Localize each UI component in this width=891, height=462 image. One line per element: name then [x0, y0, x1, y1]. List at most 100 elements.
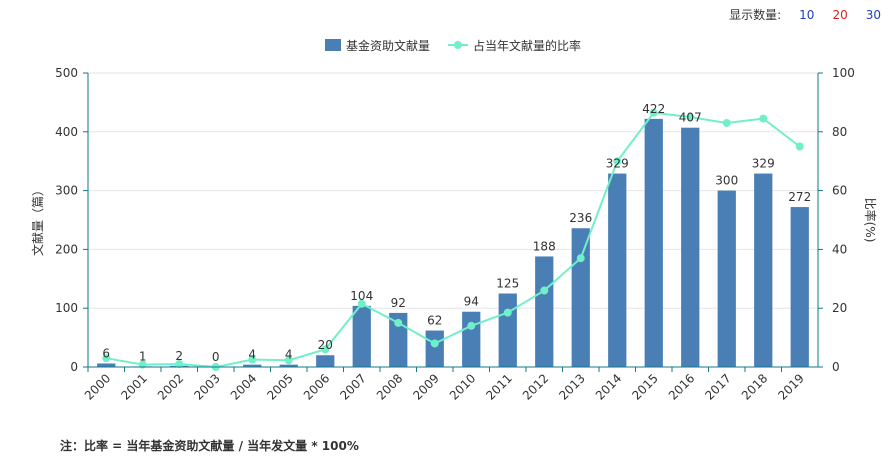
ratio-point-2012[interactable] — [540, 286, 549, 295]
bar-value-label: 4 — [285, 348, 293, 362]
y-tick-label: 0 — [70, 360, 78, 374]
ratio-point-2017[interactable] — [722, 118, 731, 127]
ratio-point-2011[interactable] — [503, 308, 512, 317]
y2-tick-label: 40 — [832, 242, 847, 256]
x-tick-label: 2004 — [228, 371, 259, 402]
y-tick-label: 300 — [55, 184, 78, 198]
x-tick-label: 2007 — [337, 371, 368, 402]
y2-axis-title: 比率(%) — [863, 198, 878, 243]
bar-value-label: 94 — [464, 295, 479, 309]
x-tick-label: 2003 — [191, 371, 222, 402]
ratio-point-2009[interactable] — [430, 339, 439, 348]
ratio-point-2015[interactable] — [649, 108, 658, 117]
x-tick-label: 2008 — [374, 371, 405, 402]
ratio-point-2002[interactable] — [175, 360, 184, 369]
legend-bar-label[interactable]: 基金资助文献量 — [346, 38, 430, 53]
x-tick-label: 2012 — [520, 371, 551, 402]
bar-value-label: 20 — [318, 338, 333, 352]
x-tick-label: 2005 — [264, 371, 295, 402]
y-tick-label: 400 — [55, 125, 78, 139]
bar-value-label: 329 — [606, 157, 629, 171]
y-axis-title: 文献量（篇） — [30, 184, 45, 256]
y2-tick-label: 100 — [832, 66, 855, 80]
y-tick-label: 200 — [55, 242, 78, 256]
ratio-point-2008[interactable] — [394, 318, 403, 327]
bar-value-label: 1 — [139, 349, 147, 363]
legend-line-dot — [454, 41, 462, 49]
x-tick-label: 2015 — [629, 371, 660, 402]
ratio-point-2019[interactable] — [795, 142, 804, 151]
bar-2004[interactable] — [243, 364, 262, 367]
ratio-point-2014[interactable] — [613, 157, 622, 166]
x-tick-label: 2019 — [775, 371, 806, 402]
bar-value-label: 272 — [788, 190, 811, 204]
ratio-point-2005[interactable] — [284, 356, 293, 365]
x-tick-label: 2011 — [483, 371, 514, 402]
bar-2012[interactable] — [535, 256, 554, 367]
x-tick-label: 2014 — [593, 371, 624, 402]
y2-tick-label: 80 — [832, 125, 847, 139]
x-tick-label: 2017 — [702, 371, 733, 402]
footnote: 注：比率 = 当年基金资助文献量 / 当年发文量 * 100% — [60, 439, 359, 453]
x-tick-label: 2016 — [666, 371, 697, 402]
bar-value-label: 6 — [102, 346, 110, 360]
bar-value-label: 125 — [496, 277, 519, 291]
bar-2016[interactable] — [681, 127, 700, 368]
display-count-option-10[interactable]: 10 — [799, 7, 815, 22]
legend-bar-swatch[interactable] — [325, 39, 341, 51]
bar-2019[interactable] — [790, 207, 809, 367]
ratio-point-2004[interactable] — [248, 355, 257, 364]
ratio-point-2010[interactable] — [467, 321, 476, 330]
bar-value-label: 300 — [715, 174, 738, 188]
bar-2000[interactable] — [97, 363, 116, 367]
ratio-point-2007[interactable] — [357, 299, 366, 308]
bar-2011[interactable] — [498, 293, 517, 368]
bar-2017[interactable] — [717, 190, 736, 367]
bar-2018[interactable] — [754, 173, 773, 367]
bar-value-label: 104 — [350, 289, 373, 303]
bar-2007[interactable] — [352, 305, 371, 367]
bar-2014[interactable] — [608, 173, 627, 367]
ratio-point-2016[interactable] — [686, 113, 695, 122]
x-tick-label: 2009 — [410, 371, 441, 402]
bar-value-label: 2 — [175, 349, 183, 363]
bar-value-label: 236 — [569, 211, 592, 225]
y2-tick-label: 60 — [832, 184, 847, 198]
bar-value-label: 407 — [679, 111, 702, 125]
ratio-point-2000[interactable] — [102, 354, 111, 363]
display-count-option-30[interactable]: 30 — [865, 7, 881, 22]
bar-2013[interactable] — [571, 228, 590, 367]
bar-value-label: 422 — [642, 102, 665, 116]
x-tick-label: 2001 — [118, 371, 149, 402]
x-tick-label: 2000 — [82, 371, 113, 402]
bar-2005[interactable] — [279, 364, 298, 367]
x-tick-label: 2018 — [739, 371, 770, 402]
ratio-point-2018[interactable] — [759, 114, 768, 123]
ratio-point-2013[interactable] — [576, 254, 585, 263]
x-tick-label: 2010 — [447, 371, 478, 402]
bar-2009[interactable] — [425, 330, 444, 367]
bar-value-label: 329 — [752, 157, 775, 171]
y-tick-label: 100 — [55, 301, 78, 315]
ratio-line — [106, 111, 801, 369]
x-tick-label: 2006 — [301, 371, 332, 402]
legend: 基金资助文献量 占当年文献量的比率 — [325, 38, 581, 53]
legend-line-label[interactable]: 占当年文献量的比率 — [473, 38, 581, 53]
x-tick-label: 2013 — [556, 371, 587, 402]
bar-value-label: 188 — [533, 239, 556, 253]
display-count-selector: 显示数量: 10 20 30 — [729, 6, 881, 23]
y2-tick-label: 20 — [832, 301, 847, 315]
bar-value-label: 0 — [212, 350, 220, 364]
display-count-label: 显示数量: — [729, 8, 782, 22]
y-tick-label: 500 — [55, 66, 78, 80]
display-count-option-20[interactable]: 20 — [832, 7, 848, 22]
y2-tick-label: 0 — [832, 360, 840, 374]
bar-2015[interactable] — [644, 118, 663, 367]
bar-2010[interactable] — [462, 311, 481, 367]
x-tick-label: 2002 — [155, 371, 186, 402]
bar-2006[interactable] — [316, 355, 335, 367]
bar-value-label: 4 — [248, 348, 256, 362]
bar-value-label: 92 — [391, 296, 406, 310]
ratio-point-2006[interactable] — [321, 345, 330, 354]
